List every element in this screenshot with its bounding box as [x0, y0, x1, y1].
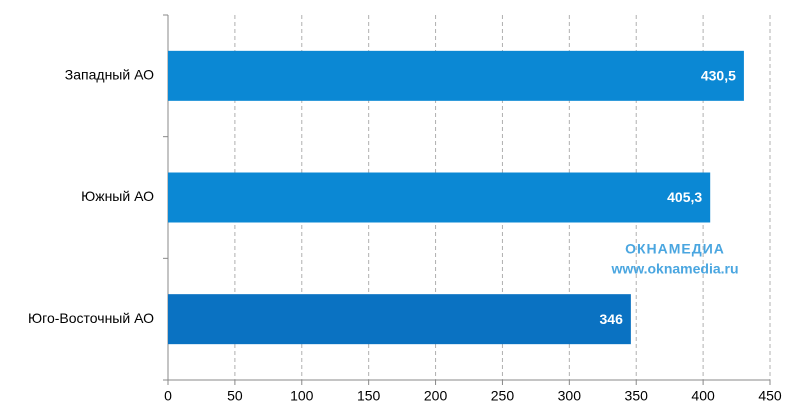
watermark-title: ОКНАМЕДИА: [625, 241, 725, 257]
x-tick-label: 450: [758, 388, 782, 404]
y-tick-label: Западный АО: [65, 67, 154, 83]
bar: [168, 294, 631, 345]
x-tick-label: 0: [164, 388, 172, 404]
y-tick-label: Юго-Восточный АО: [28, 310, 154, 326]
value-label: 405,3: [667, 189, 702, 205]
x-tick-label: 150: [357, 388, 381, 404]
x-tick-label: 250: [491, 388, 515, 404]
watermark-url: www.oknamedia.ru: [610, 261, 738, 277]
x-tick-label: 50: [227, 388, 243, 404]
x-tick-label: 400: [691, 388, 715, 404]
bar: [168, 172, 711, 223]
x-tick-label: 100: [290, 388, 314, 404]
x-tick-label: 200: [424, 388, 448, 404]
bar: [168, 50, 744, 101]
x-tick-label: 300: [558, 388, 582, 404]
value-label: 346: [600, 311, 624, 327]
x-tick-label: 350: [625, 388, 649, 404]
value-label: 430,5: [701, 68, 736, 84]
y-tick-label: Южный АО: [81, 188, 154, 204]
